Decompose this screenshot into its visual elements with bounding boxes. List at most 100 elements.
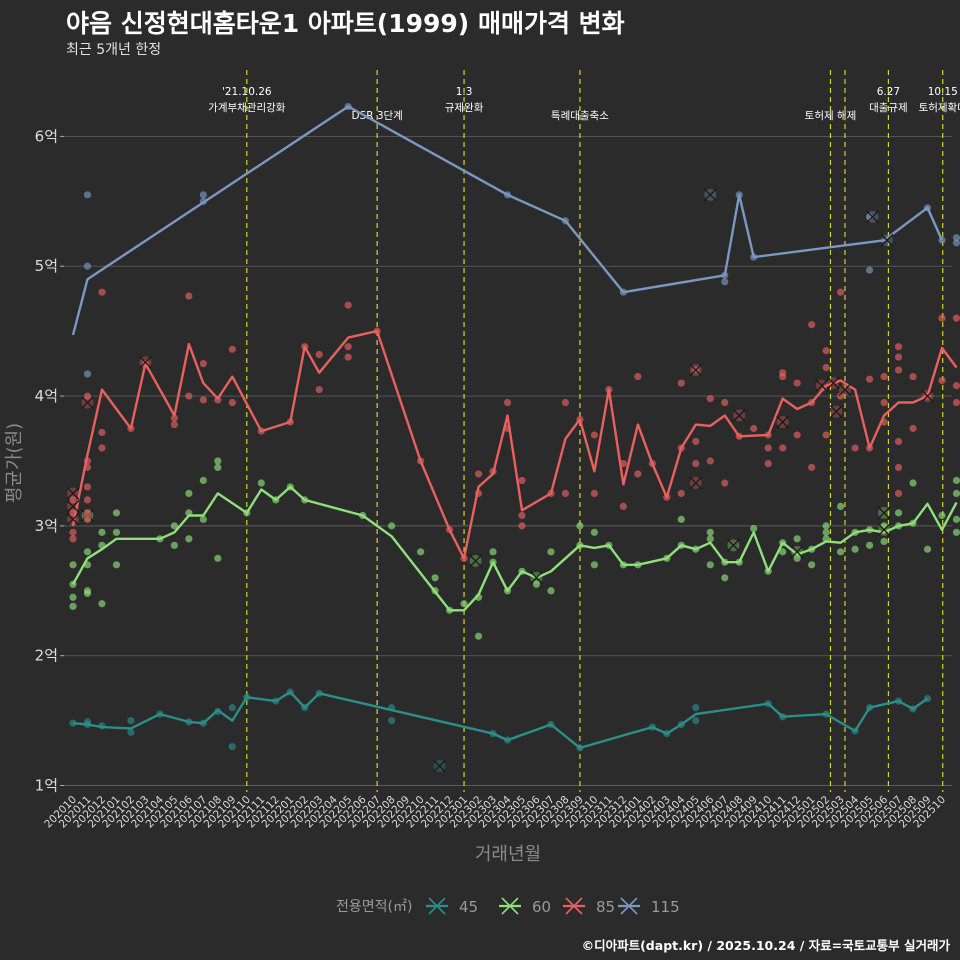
data-point	[83, 496, 92, 504]
data-point	[344, 301, 352, 309]
data-point	[170, 522, 178, 530]
data-point	[257, 479, 265, 487]
series-line	[71, 485, 958, 612]
data-point	[750, 424, 758, 433]
event-label: 6.27	[877, 86, 900, 98]
y-tick-label: 6억	[35, 127, 58, 145]
data-point	[474, 632, 483, 640]
data-point	[98, 600, 106, 608]
data-point	[634, 372, 642, 381]
data-point	[83, 515, 92, 523]
event-label: 10.15	[928, 86, 958, 98]
data-point	[199, 191, 207, 199]
data-point	[547, 548, 555, 556]
data-point	[822, 528, 830, 536]
data-point	[837, 392, 845, 400]
data-point	[518, 522, 526, 530]
data-point	[952, 314, 960, 322]
data-point	[460, 600, 468, 608]
legend-key-cross	[620, 897, 638, 915]
y-tick-label: 1억	[35, 777, 58, 795]
data-point	[98, 444, 106, 452]
data-point	[83, 262, 92, 270]
event-label: 토허제 해제	[805, 109, 857, 122]
data-point	[706, 528, 714, 536]
data-point	[894, 437, 903, 446]
data-point	[952, 476, 960, 485]
data-point	[822, 347, 830, 355]
data-point	[83, 483, 92, 491]
data-point	[677, 515, 685, 523]
data-point	[315, 385, 323, 394]
event-label: 특례대출축소	[551, 110, 609, 122]
data-point	[822, 431, 830, 439]
chart-subtitle: 최근 5개년 한정	[66, 42, 162, 58]
data-point	[894, 463, 903, 472]
event-label: 대출규제	[869, 102, 908, 114]
cross-marker	[921, 389, 934, 403]
data-point	[880, 372, 888, 381]
data-point	[677, 489, 685, 498]
legend-label-45: 45	[459, 898, 478, 916]
cross-marker	[66, 512, 80, 526]
event-label: 규제완화	[445, 101, 484, 114]
data-point	[952, 382, 960, 390]
event-label: 가계부채관리강화	[208, 102, 286, 114]
event-label: DSR 3단계	[351, 110, 402, 122]
data-point	[894, 343, 903, 351]
data-point	[634, 470, 642, 478]
cross-marker	[66, 486, 80, 500]
data-point	[822, 363, 830, 372]
data-point	[590, 489, 599, 498]
cross-marker	[81, 396, 94, 409]
data-point	[880, 398, 888, 407]
data-point	[98, 288, 106, 296]
data-point	[69, 561, 77, 569]
data-point	[837, 502, 845, 510]
data-point	[214, 463, 222, 472]
data-point	[692, 437, 700, 446]
data-point	[69, 593, 77, 601]
data-point	[894, 366, 903, 374]
data-point	[952, 515, 960, 523]
data-point	[808, 321, 816, 329]
data-point	[952, 234, 960, 242]
data-point	[706, 395, 714, 403]
data-point	[692, 716, 700, 725]
data-point	[750, 524, 758, 533]
data-point	[865, 375, 874, 383]
data-point	[851, 545, 859, 553]
y-tick-label: 4억	[35, 387, 58, 405]
data-point	[952, 528, 960, 536]
series-60	[69, 457, 960, 640]
data-point	[185, 292, 193, 300]
data-point	[83, 509, 92, 517]
series-115	[71, 102, 960, 378]
data-point	[214, 554, 222, 562]
data-point	[83, 589, 92, 597]
data-point	[199, 515, 207, 523]
data-point	[808, 561, 816, 569]
legend: 전용면적(㎡) 45 60 85 115	[336, 897, 680, 916]
series-45	[69, 688, 932, 773]
data-point	[909, 372, 917, 381]
cross-marker	[689, 363, 703, 377]
data-point	[547, 587, 555, 595]
event-label: 1.3	[456, 86, 473, 98]
data-point	[228, 704, 236, 712]
data-point	[214, 457, 222, 465]
data-point	[199, 359, 207, 368]
data-point	[764, 459, 772, 468]
data-point	[938, 314, 946, 322]
cross-marker	[815, 379, 829, 393]
series-85	[66, 288, 960, 562]
data-point	[764, 444, 772, 452]
series-layer	[66, 102, 960, 773]
data-point	[706, 561, 714, 569]
data-point	[865, 266, 874, 274]
data-point	[793, 431, 801, 439]
legend-title: 전용면적(㎡)	[336, 899, 412, 915]
cross-marker	[877, 523, 891, 537]
